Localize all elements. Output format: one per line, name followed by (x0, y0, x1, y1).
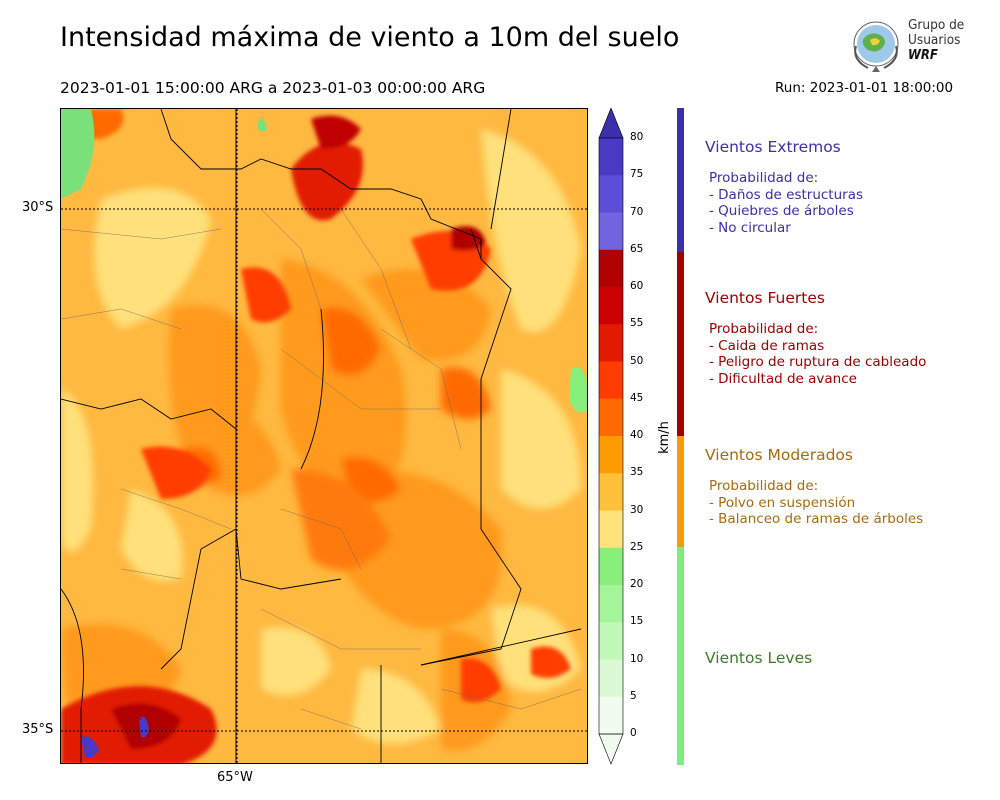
category-moderados: Vientos Moderados Probabilidad de: - Pol… (705, 446, 923, 528)
colorbar-bands (598, 107, 624, 765)
category-desc-line: - Caida de ramas (709, 337, 825, 354)
colorbar-band (599, 249, 623, 288)
run-time: Run: 2023-01-01 18:00:00 (775, 80, 954, 96)
category-desc-line: Probabilidad de: (709, 478, 819, 494)
logo-line-3: WRF (908, 48, 938, 63)
colorbar-tick-label: 80 (630, 131, 644, 143)
colorbar-band (599, 473, 623, 511)
colorbar-tick-label: 65 (630, 242, 644, 255)
colorbar-band (599, 138, 623, 176)
colorbar-frame (598, 137, 624, 735)
colorbar-band (599, 585, 623, 623)
colorbar-band (599, 398, 623, 437)
category-desc-line: - Peligro de ruptura de cableado (709, 354, 927, 370)
colorbar-band (599, 436, 623, 474)
colorbar-tick-label: 25 (630, 540, 644, 553)
category-desc-line: Probabilidad de: (709, 170, 819, 186)
colorbar-band (599, 287, 623, 325)
colorbar-band (599, 696, 623, 735)
colorbar-extend-top (598, 107, 624, 139)
category-desc-line: - Balanceo de ramas de árboles (709, 511, 924, 527)
colorbar-tick-label: 45 (630, 391, 644, 404)
category-bar-leves (677, 547, 684, 765)
category-bar-fuertes (677, 252, 684, 436)
lon-label-65w: 65°W (217, 770, 253, 785)
category-extremos: Vientos Extremos Probabilidad de: - Daño… (705, 138, 863, 236)
colorbar-band (599, 175, 623, 213)
colorbar-band (599, 324, 623, 362)
colorbar-band (599, 547, 623, 586)
colorbar-tick-label: 5 (630, 689, 637, 702)
logo-line-1: Grupo de (908, 17, 965, 33)
category-bar (677, 108, 684, 765)
colorbar-tick-label: 0 (630, 727, 637, 739)
colorbar-ticks: 80 75 70 65 60 55 50 45 40 35 30 25 20 15 10 5 0 (630, 0, 650, 800)
chart-title: Intensidad máxima de viento a 10m del su… (60, 22, 680, 53)
category-title: Vientos Extremos (705, 138, 841, 156)
colorbar-tick-label: 75 (630, 168, 644, 181)
lat-label-30s: 30°S (22, 200, 54, 215)
logo-text: Grupo de Usuarios WRF (908, 17, 965, 64)
category-title: Vientos Leves (705, 649, 813, 667)
colorbar-tick-label: 10 (630, 652, 644, 665)
wind-map (60, 108, 588, 764)
colorbar-band (599, 510, 623, 549)
wrf-logo: Grupo de Usuarios WRF (848, 16, 978, 74)
category-fuertes: Vientos Fuertes Probabilidad de: - Caida… (705, 289, 926, 387)
category-bar-moderados (677, 436, 684, 547)
category-desc-line: - Polvo en suspensión (709, 494, 856, 511)
category-desc-line: - Quiebres de árboles (709, 203, 854, 219)
logo-line-2: Usuarios (908, 32, 961, 48)
category-desc-line: Probabilidad de: (709, 321, 819, 337)
category-desc-line: - No circular (709, 219, 791, 236)
colorbar (598, 107, 624, 768)
colorbar-band (599, 361, 623, 400)
category-desc-line: - Daños de estructuras (709, 186, 864, 203)
colorbar-band (599, 212, 623, 251)
category-title: Vientos Moderados (705, 446, 853, 464)
colorbar-tick-label: 55 (630, 317, 644, 330)
category-desc-line: - Dificultad de avance (709, 370, 857, 387)
colorbar-unit: km/h (656, 421, 672, 454)
colorbar-tick-label: 15 (630, 615, 644, 628)
globe-logo-icon (853, 21, 899, 72)
category-leves: Vientos Leves (705, 649, 812, 667)
colorbar-tick-label: 50 (630, 354, 644, 367)
colorbar-tick-label: 60 (630, 280, 644, 292)
colorbar-tick-label: 40 (630, 429, 644, 441)
colorbar-tick-label: 20 (630, 578, 644, 590)
forecast-period: 2023-01-01 15:00:00 ARG a 2023-01-03 00:… (60, 79, 486, 97)
colorbar-tick-label: 35 (630, 466, 644, 479)
colorbar-band (599, 659, 623, 698)
colorbar-tick-label: 30 (630, 503, 644, 516)
category-bar-extremos (677, 108, 684, 252)
lat-label-35s: 35°S (22, 722, 54, 737)
category-title: Vientos Fuertes (705, 289, 825, 307)
colorbar-tick-label: 70 (630, 205, 644, 218)
colorbar-extend-bottom (598, 733, 624, 765)
wind-field (61, 109, 587, 763)
colorbar-band (599, 622, 623, 660)
